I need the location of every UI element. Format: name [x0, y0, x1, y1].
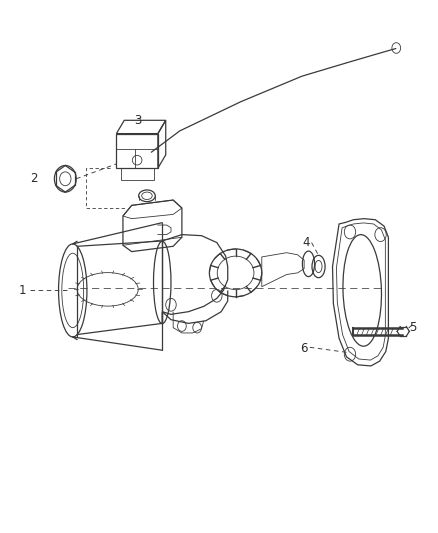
Text: 2: 2 — [30, 172, 38, 185]
Text: 5: 5 — [410, 321, 417, 334]
Text: 4: 4 — [303, 236, 310, 249]
Text: 1: 1 — [19, 284, 26, 297]
Text: 3: 3 — [134, 114, 142, 127]
Text: 6: 6 — [300, 342, 308, 356]
